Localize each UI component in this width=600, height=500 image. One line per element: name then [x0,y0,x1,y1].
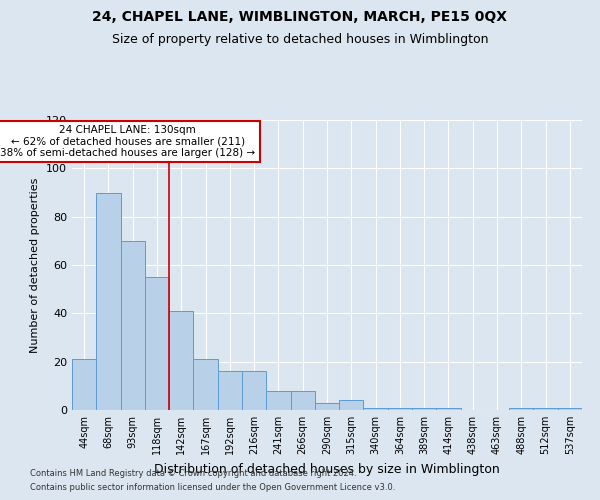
Bar [315,403,339,410]
Bar [193,359,218,410]
Bar [169,311,193,410]
Bar [218,372,242,410]
Bar [290,390,315,410]
X-axis label: Distribution of detached houses by size in Wimblington: Distribution of detached houses by size … [154,462,500,475]
Bar [96,192,121,410]
Text: Size of property relative to detached houses in Wimblington: Size of property relative to detached ho… [112,32,488,46]
Text: Contains public sector information licensed under the Open Government Licence v3: Contains public sector information licen… [30,484,395,492]
Text: Contains HM Land Registry data © Crown copyright and database right 2024.: Contains HM Land Registry data © Crown c… [30,468,356,477]
Bar [72,359,96,410]
Bar [436,408,461,410]
Bar [266,390,290,410]
Bar [388,408,412,410]
Bar [412,408,436,410]
Bar [509,408,533,410]
Bar [145,277,169,410]
Bar [364,408,388,410]
Bar [533,408,558,410]
Bar [339,400,364,410]
Bar [558,408,582,410]
Text: 24, CHAPEL LANE, WIMBLINGTON, MARCH, PE15 0QX: 24, CHAPEL LANE, WIMBLINGTON, MARCH, PE1… [92,10,508,24]
Bar [242,372,266,410]
Text: 24 CHAPEL LANE: 130sqm
← 62% of detached houses are smaller (211)
38% of semi-de: 24 CHAPEL LANE: 130sqm ← 62% of detached… [0,125,256,158]
Bar [121,241,145,410]
Y-axis label: Number of detached properties: Number of detached properties [31,178,40,352]
